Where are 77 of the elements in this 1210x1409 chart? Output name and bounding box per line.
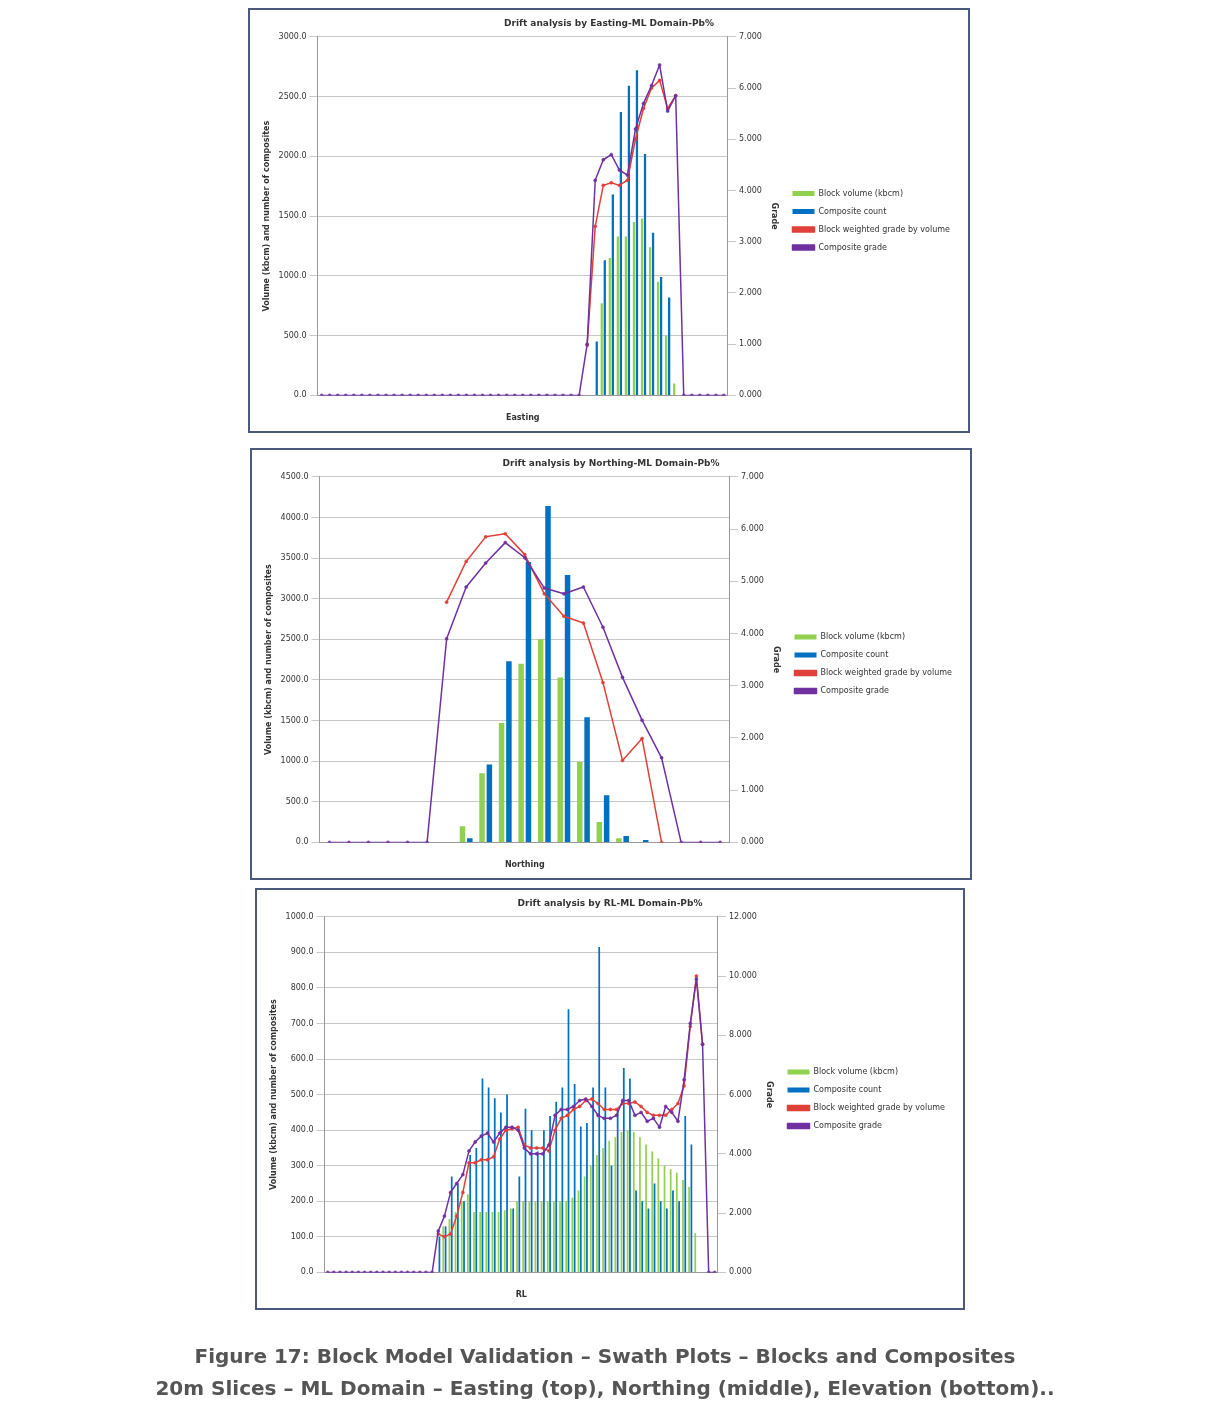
x-axis-title: Easting [505, 413, 540, 423]
y2-axis-title: Grade [769, 202, 779, 231]
y-tick-label: 200.0 [290, 1196, 314, 1206]
y2-tick-label: 6.000 [739, 83, 762, 93]
y-tick-label: 4500.0 [280, 471, 309, 481]
y-tick-label: 0.0 [295, 837, 309, 847]
y2-tick-label: 0.000 [739, 390, 762, 400]
chart-title: Drift analysis by RL-ML Domain-Pb% [517, 897, 703, 908]
chart-title: Drift analysis by Easting-ML Domain-Pb% [504, 17, 714, 28]
y2-tick-label: 7.000 [739, 31, 762, 41]
y2-tick-label: 4.000 [739, 185, 762, 195]
legend-label: Block volume (kbcm) [820, 632, 906, 642]
y-tick-label: 800.0 [290, 983, 314, 992]
y2-tick-label: 6.000 [728, 1089, 752, 1099]
y-axis-title: Volume (kbcm) and number of composites [261, 120, 271, 312]
y2-axis-title: Grade [764, 1081, 774, 1109]
y2-tick-label: 2.000 [739, 288, 762, 298]
y-tick-label: 900.0 [290, 947, 314, 957]
y-tick-label: 1000.0 [278, 270, 307, 280]
y-tick-label: 2000.0 [280, 674, 309, 684]
y2-tick-label: 7.000 [741, 471, 764, 481]
y2-tick-label: 12.000 [728, 911, 757, 921]
legend-label: Composite count [820, 650, 889, 660]
legend-label: Composite grade [813, 1121, 883, 1131]
y-tick-label: 1500.0 [280, 715, 309, 725]
x-axis-title: Northing [504, 860, 545, 870]
legend-label: Block volume (kbcm) [818, 188, 904, 198]
x-axis-title: RL [515, 1290, 527, 1300]
y-tick-label: 500.0 [283, 330, 307, 340]
y-tick-label: 1000.0 [280, 756, 309, 766]
y-tick-label: 2500.0 [278, 91, 307, 101]
text: 20m Slices – ML Domain – Easting (top), Northing (middle), Elevation (bottom).. [154, 1375, 1056, 1402]
y2-tick-label: 5.000 [741, 576, 764, 586]
y-tick-label: 1000.0 [285, 911, 314, 921]
y2-tick-label: 2.000 [728, 1208, 752, 1218]
y2-tick-label: 10.000 [728, 971, 757, 981]
y2-tick-label: 1.000 [741, 785, 764, 795]
legend-label: Composite grade [820, 686, 890, 696]
legend-label: Block volume (kbcm) [813, 1067, 899, 1077]
y2-tick-label: 5.000 [739, 134, 762, 144]
y-tick-label: 3000.0 [280, 593, 309, 603]
y-axis-title: Volume (kbcm) and number of composites [263, 563, 273, 755]
y-tick-label: 0.0 [300, 1267, 314, 1277]
legend-label: Block weighted grade by volume [813, 1103, 946, 1113]
y-axis-title: Volume (kbcm) and number of composites [268, 998, 278, 1190]
y-tick-label: 1500.0 [278, 211, 307, 221]
y2-tick-label: 1.000 [739, 339, 762, 349]
legend-label: Composite grade [818, 242, 888, 252]
y-tick-label: 500.0 [285, 796, 309, 806]
y-tick-label: 700.0 [290, 1018, 314, 1028]
y2-tick-label: 0.000 [728, 1267, 752, 1277]
y-tick-label: 2000.0 [278, 151, 307, 161]
y-tick-label: 3500.0 [280, 553, 309, 563]
y-tick-label: 400.0 [290, 1125, 314, 1135]
legend-label: Composite count [818, 206, 887, 216]
y2-axis-title: Grade [771, 646, 781, 674]
y2-tick-label: 8.000 [728, 1030, 752, 1040]
y-tick-label: 300.0 [290, 1160, 314, 1170]
legend-label: Block weighted grade by volume [820, 668, 953, 678]
y-tick-label: 500.0 [290, 1089, 314, 1099]
y-tick-label: 2500.0 [280, 634, 309, 644]
y2-tick-label: 3.000 [741, 680, 764, 690]
y-tick-label: 4000.0 [280, 512, 309, 522]
legend-label: Block weighted grade by volume [818, 224, 951, 234]
y-tick-label: 100.0 [290, 1231, 314, 1241]
y2-tick-label: 4.000 [728, 1148, 752, 1158]
chart-title: Drift analysis by Northing-ML Domain-Pb% [502, 457, 720, 468]
y2-tick-label: 4.000 [741, 628, 764, 638]
y2-tick-label: 6.000 [741, 524, 764, 534]
y-tick-label: 3000.0 [278, 31, 307, 41]
caption: Figure 17: Block Model Validation – Swath Plots – Blocks and Composites [193, 1343, 1017, 1370]
y2-tick-label: 3.000 [739, 236, 762, 246]
y2-tick-label: 2.000 [741, 733, 764, 743]
y-tick-label: 600.0 [290, 1054, 314, 1064]
legend-label: Composite count [813, 1085, 882, 1095]
y-tick-label: 0.0 [293, 390, 307, 400]
y2-tick-label: 0.000 [741, 837, 764, 847]
